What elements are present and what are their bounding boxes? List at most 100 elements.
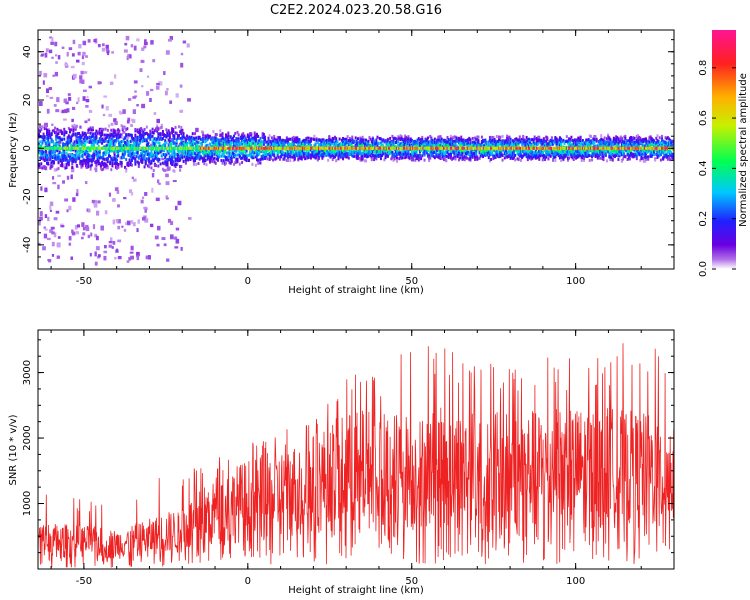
heatmap-cell <box>410 148 413 152</box>
heatmap-cell <box>188 141 191 145</box>
heatmap-cell <box>111 146 114 150</box>
heatmap-cell <box>88 140 91 144</box>
heatmap-cell <box>492 154 495 158</box>
heatmap-cell <box>180 164 183 168</box>
heatmap-cell <box>461 157 464 161</box>
heatmap-cell <box>50 154 53 158</box>
heatmap-cell <box>265 152 268 156</box>
heatmap-cell <box>261 157 264 161</box>
heatmap-cell <box>477 135 480 139</box>
heatmap-cell <box>441 156 444 160</box>
heatmap-cell <box>241 156 244 160</box>
heatmap-cell <box>465 150 468 154</box>
heatmap-cell <box>72 129 75 133</box>
heatmap-cell <box>163 146 166 150</box>
heatmap-cell <box>273 142 276 146</box>
heatmap-cell <box>81 149 84 153</box>
heatmap-cell <box>155 164 158 168</box>
heatmap-cell <box>493 146 496 150</box>
heatmap-cell <box>342 136 345 140</box>
heatmap-cell <box>204 134 207 138</box>
heatmap-cell <box>147 133 150 137</box>
heatmap-cell <box>254 134 257 138</box>
heatmap-cell <box>121 149 124 153</box>
heatmap-cell <box>158 146 161 150</box>
heatmap-cell <box>502 142 505 146</box>
heatmap-cell <box>359 146 362 150</box>
heatmap-cell <box>383 146 386 150</box>
heatmap-cell <box>244 146 247 150</box>
heatmap-cell <box>85 158 88 162</box>
heatmap-cell <box>384 156 387 160</box>
heatmap-cell <box>289 159 292 163</box>
heatmap-cell <box>75 135 78 139</box>
heatmap-cell <box>416 144 419 148</box>
heatmap-cell <box>452 140 455 144</box>
heatmap-cell <box>159 146 162 150</box>
heatmap-cell <box>222 146 225 150</box>
heatmap-cell <box>82 40 87 46</box>
heatmap-cell <box>394 141 397 145</box>
heatmap-cell <box>385 140 388 144</box>
heatmap-cell <box>165 50 170 55</box>
heatmap-cell <box>295 139 298 143</box>
heatmap-cell <box>483 138 486 142</box>
heatmap-cell <box>445 150 448 154</box>
heatmap-cell <box>198 135 201 139</box>
heatmap-cell <box>206 153 209 157</box>
heatmap-cell <box>111 149 114 153</box>
heatmap-cell <box>211 141 214 145</box>
heatmap-cell <box>413 152 416 156</box>
heatmap-cell <box>176 153 179 157</box>
heatmap-cell <box>40 54 44 57</box>
heatmap-cell <box>180 125 183 129</box>
heatmap-cell <box>157 146 160 150</box>
heatmap-cell <box>431 140 434 144</box>
heatmap-cell <box>299 150 302 154</box>
heatmap-cell <box>474 152 477 156</box>
heatmap-cell <box>469 155 472 159</box>
heatmap-cell <box>181 151 184 155</box>
heatmap-cell <box>472 140 475 144</box>
heatmap-cell <box>213 137 216 141</box>
heatmap-cell <box>51 139 54 143</box>
heatmap-cell <box>54 153 57 157</box>
heatmap-cell <box>414 139 417 143</box>
heatmap-cell <box>327 146 330 150</box>
heatmap-cell <box>228 144 231 148</box>
heatmap-cell <box>390 146 393 150</box>
heatmap-cell <box>242 139 245 143</box>
heatmap-cell <box>286 141 289 145</box>
heatmap-cell <box>222 137 225 141</box>
heatmap-cell <box>86 146 89 150</box>
heatmap-cell <box>159 132 162 136</box>
heatmap-cell <box>260 142 263 146</box>
heatmap-cell <box>187 149 190 153</box>
heatmap-cell <box>103 133 106 137</box>
heatmap-cell <box>181 130 184 134</box>
heatmap-cell <box>187 158 190 162</box>
heatmap-cell <box>342 146 345 150</box>
heatmap-cell <box>247 143 250 147</box>
heatmap-cell <box>276 144 279 148</box>
heatmap-cell <box>192 158 195 162</box>
heatmap-cell <box>456 139 459 143</box>
heatmap-cell <box>86 140 89 144</box>
heatmap-cell <box>81 161 86 165</box>
heatmap-cell <box>205 135 208 139</box>
heatmap-cell <box>147 136 150 140</box>
heatmap-cell <box>500 151 503 155</box>
heatmap-cell <box>118 148 121 152</box>
heatmap-cell <box>58 150 61 154</box>
heatmap-cell <box>338 151 341 155</box>
heatmap-cell <box>498 153 501 157</box>
heatmap-cell <box>299 152 302 156</box>
heatmap-cell <box>216 143 219 147</box>
heatmap-cell <box>337 154 340 158</box>
heatmap-cell <box>418 141 421 145</box>
heatmap-cell <box>309 146 312 150</box>
heatmap-cell <box>215 146 218 150</box>
heatmap-cell <box>435 150 438 154</box>
heatmap-cell <box>472 146 475 150</box>
